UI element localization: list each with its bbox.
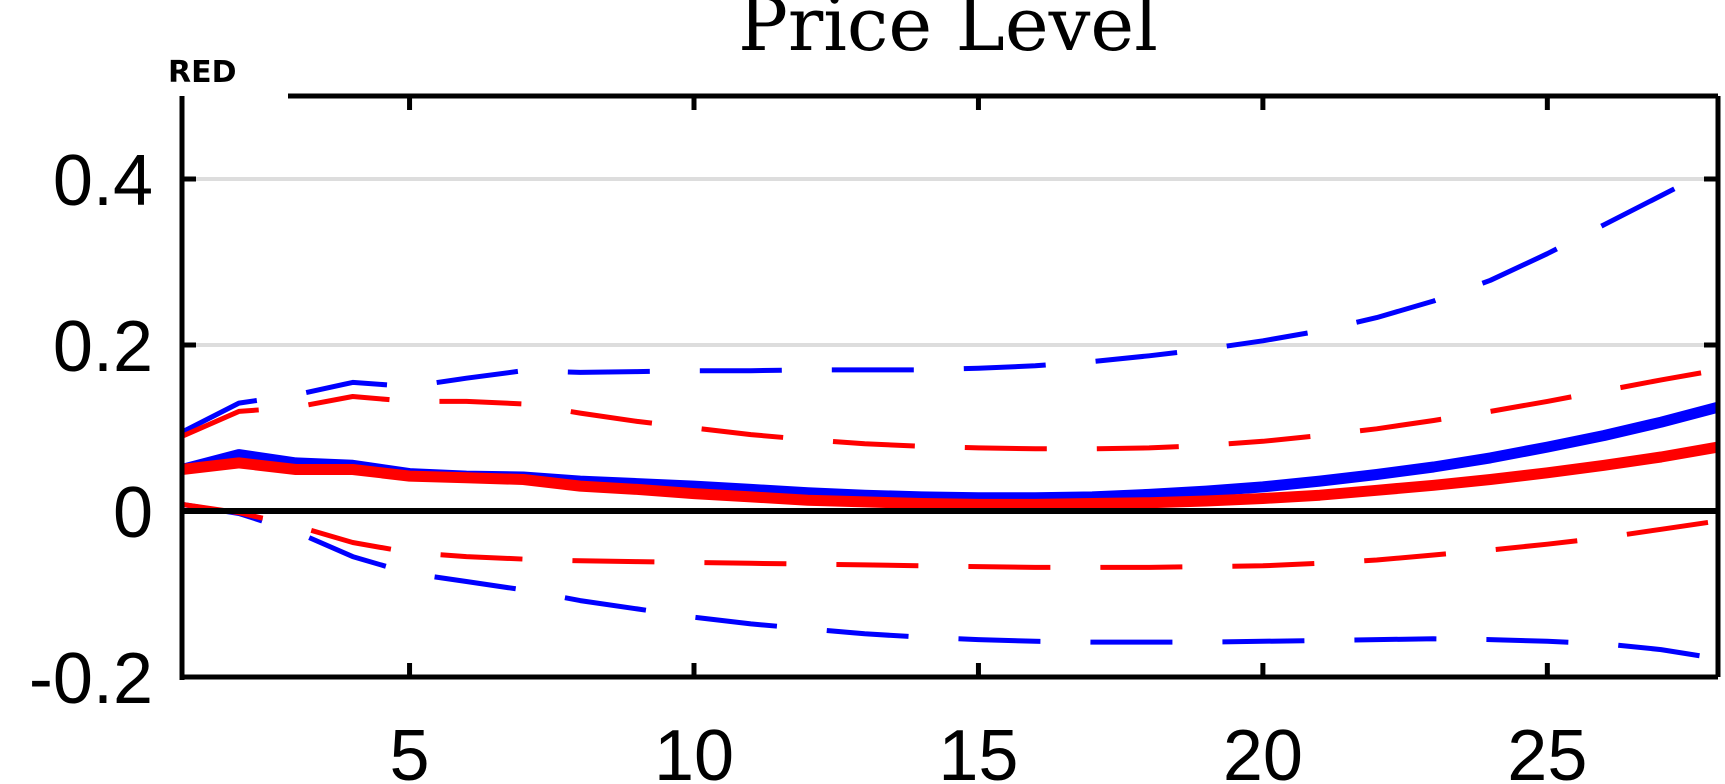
corner-label: RED xyxy=(168,55,237,90)
blue-dashed-line xyxy=(181,501,1719,662)
y-tick-label: 0.4 xyxy=(53,141,153,221)
gridlines xyxy=(182,177,1718,347)
chart-title: Price Level xyxy=(738,0,1158,68)
x-tick-label: 5 xyxy=(390,716,430,784)
x-tick-label: 20 xyxy=(1223,716,1303,784)
blue-dashed-line xyxy=(180,164,1720,435)
x-tick-label: 25 xyxy=(1507,716,1587,784)
axes-group xyxy=(179,93,1721,680)
red-solid-line xyxy=(181,441,1719,510)
y-tick-labels: -0.2 0 0.2 0.4 xyxy=(29,141,153,719)
y-tick-label: 0 xyxy=(113,473,153,553)
y-tick-label: -0.2 xyxy=(29,639,153,719)
x-tick-labels: 5 10 15 20 25 xyxy=(390,716,1588,784)
series-group xyxy=(180,164,1720,662)
x-tick-label: 10 xyxy=(654,716,734,784)
x-tick-label: 15 xyxy=(938,716,1018,784)
y-tick-label: 0.2 xyxy=(53,307,153,387)
